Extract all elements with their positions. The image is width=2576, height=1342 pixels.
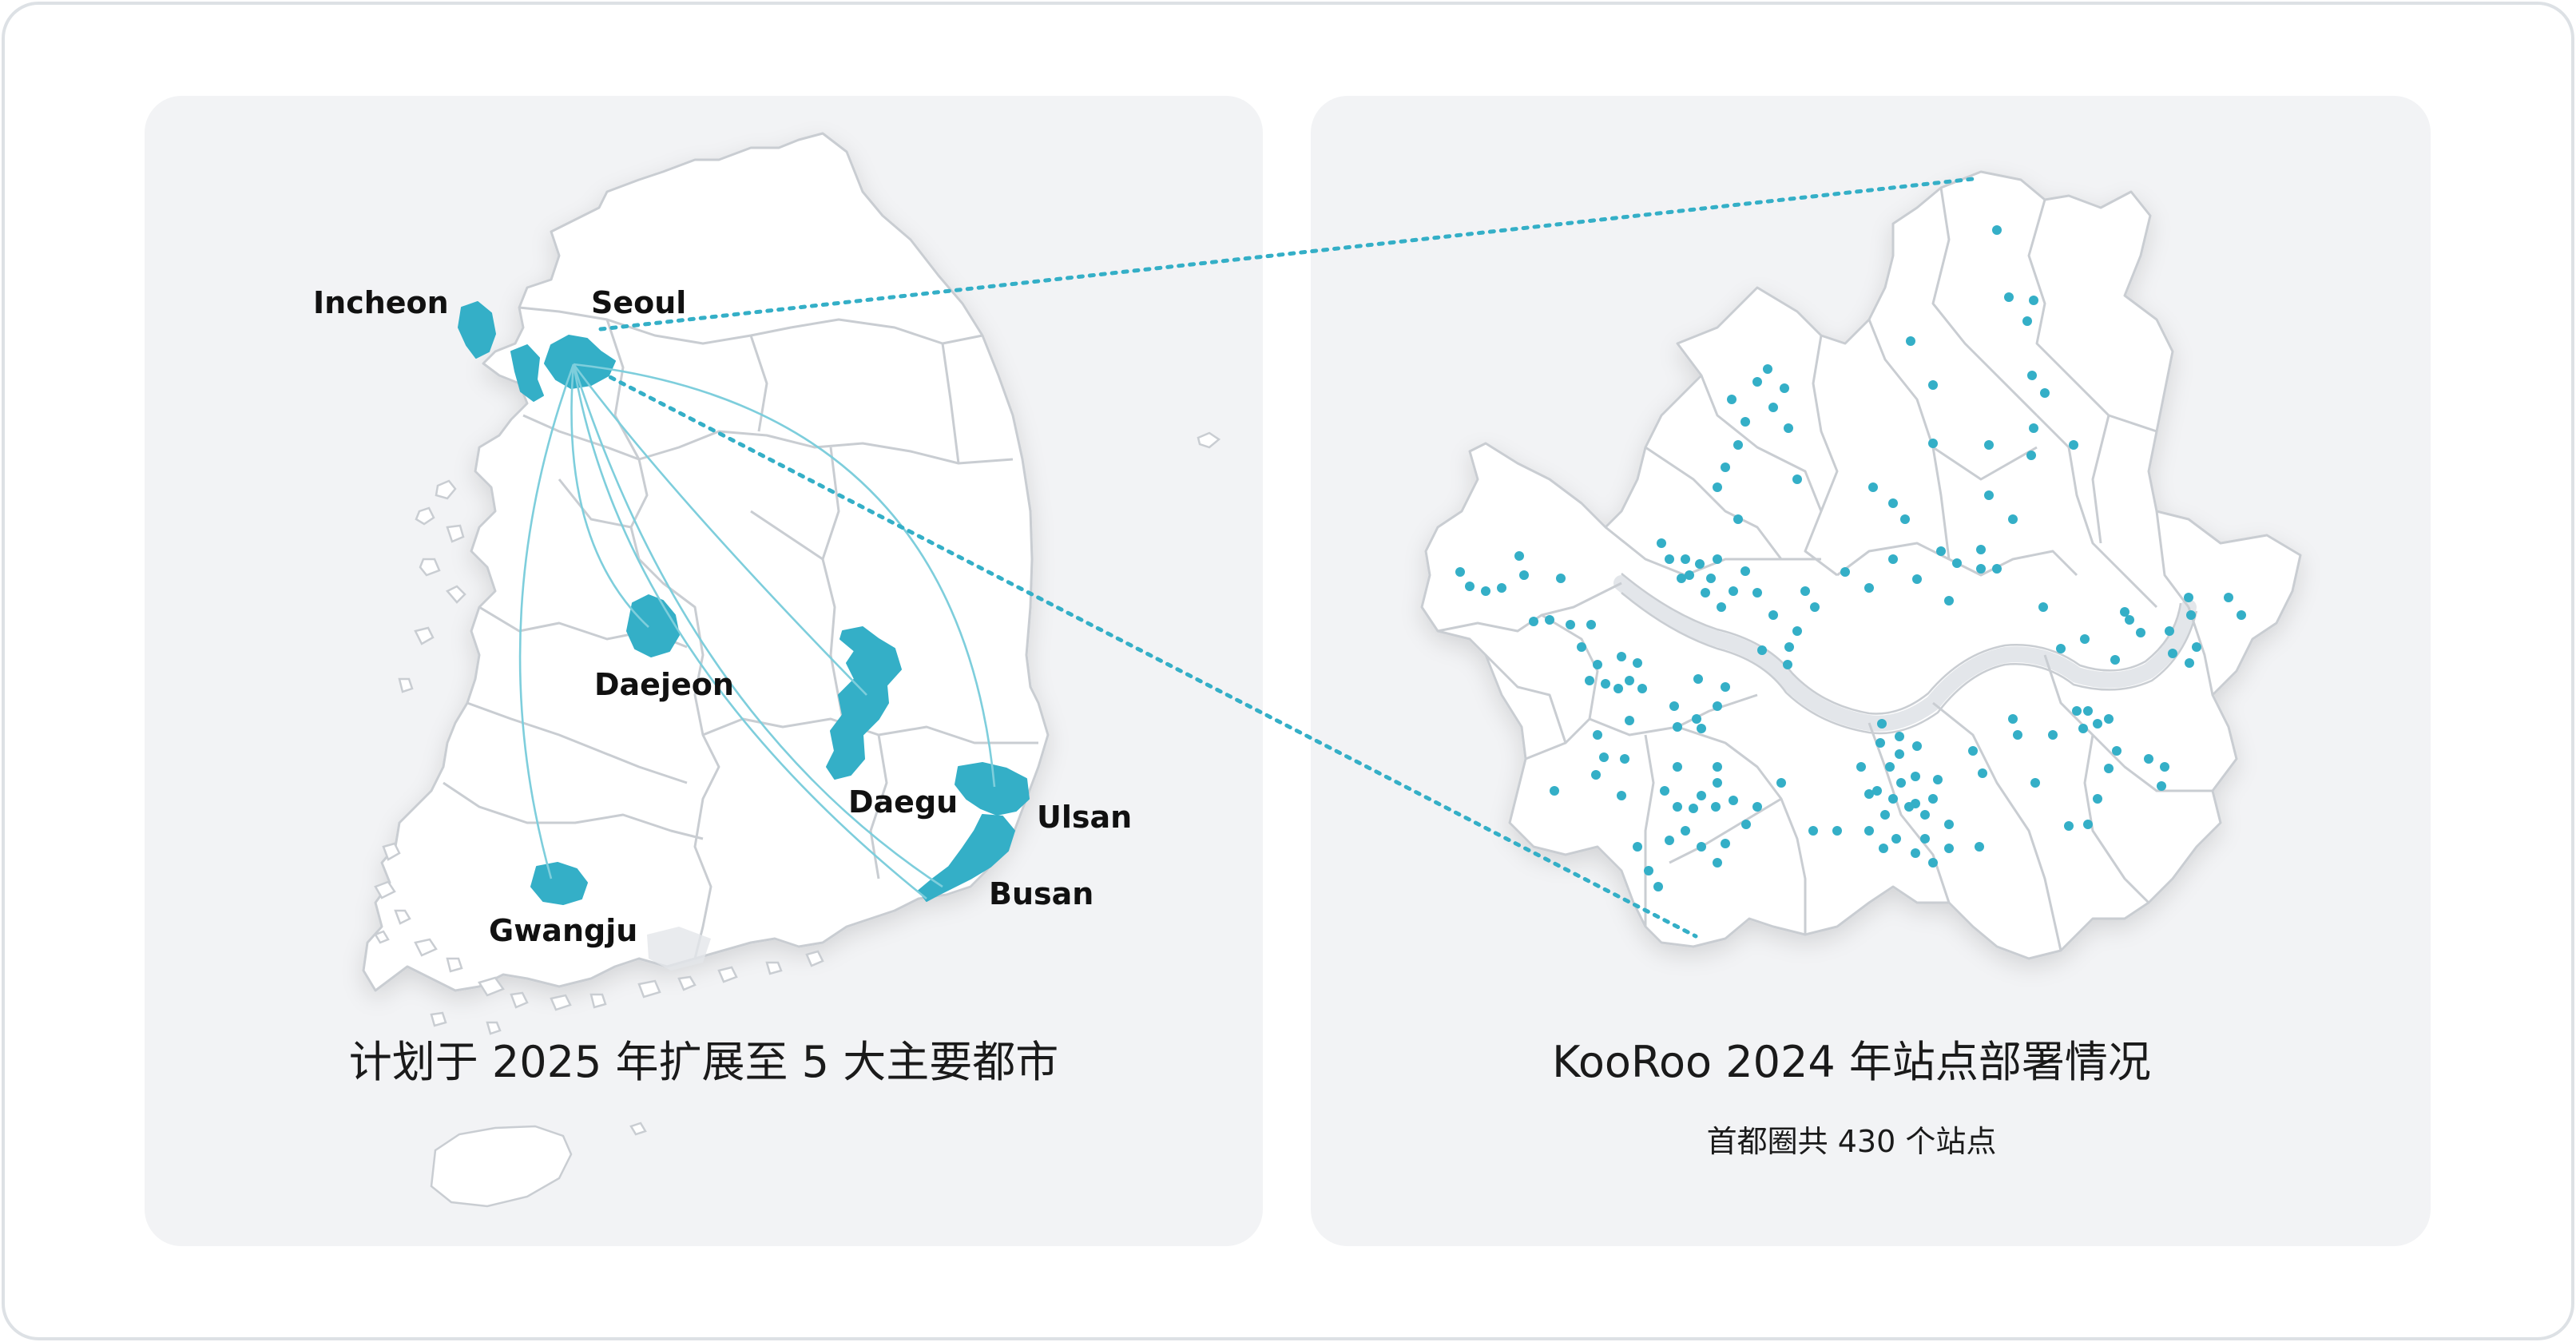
han-river-edge	[1621, 573, 2182, 715]
left-caption: 计划于 2025 年扩展至 5 大主要都市	[349, 1037, 1058, 1087]
seoul-outline	[1420, 170, 2302, 960]
label-incheon: Incheon	[313, 285, 449, 320]
route-seoul-daejeon	[570, 363, 649, 628]
label-daegu: Daegu	[848, 784, 958, 820]
incheon-region	[458, 301, 496, 359]
han-river	[1613, 575, 2197, 732]
label-busan: Busan	[989, 876, 1094, 911]
label-gwangju: Gwangju	[489, 913, 637, 948]
route-seoul-busan-west	[572, 363, 927, 900]
seoul-district-map	[1420, 170, 2302, 960]
label-ulsan: Ulsan	[1037, 800, 1132, 835]
right-subtitle: 首都圈共 430 个站点	[1707, 1124, 1997, 1159]
route-seoul-daegu	[572, 363, 867, 696]
seoul-region	[544, 335, 616, 389]
ulsan-region	[955, 762, 1030, 816]
label-seoul: Seoul	[591, 285, 686, 320]
islands	[374, 431, 1221, 1208]
connector-top	[598, 177, 1975, 332]
routes	[518, 363, 996, 900]
route-seoul-ulsan	[573, 363, 996, 788]
station-dots	[1455, 225, 2246, 891]
busan-region	[918, 814, 1015, 902]
connector-bottom	[598, 370, 1698, 939]
korea-map: Incheon Seoul Daejeon Daegu Ulsan Busan …	[313, 132, 1221, 1208]
coastal-shade	[647, 927, 711, 971]
label-daejeon: Daejeon	[594, 667, 734, 702]
route-seoul-gwangju	[518, 363, 575, 879]
jeju-island	[430, 1125, 573, 1208]
gwangju-region	[530, 862, 588, 905]
han-river-edge-south	[1621, 592, 2198, 735]
district-borders	[1437, 187, 2214, 951]
route-seoul-busan	[572, 363, 943, 888]
target-city-regions	[458, 301, 1030, 905]
city-labels: Incheon Seoul Daejeon Daegu Ulsan Busan …	[313, 285, 1132, 948]
right-title: KooRoo 2024 年站点部署情况	[1552, 1037, 2151, 1087]
daegu-region	[826, 626, 902, 780]
zoom-connectors	[598, 177, 1975, 939]
korea-mainland	[362, 132, 1050, 992]
incheon-coast-region	[510, 344, 544, 402]
